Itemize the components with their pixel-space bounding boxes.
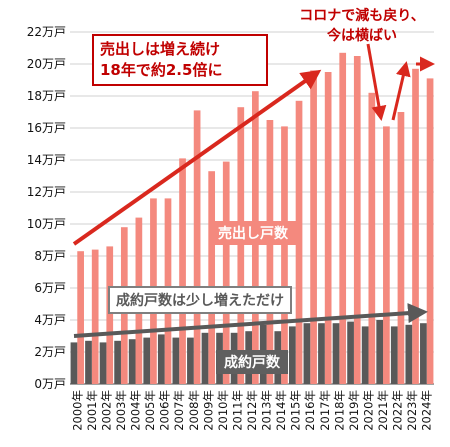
bar-deals: [303, 323, 311, 384]
corona-dip-arrow: [366, 43, 387, 121]
y-tick-label: 22万戸: [27, 25, 66, 39]
bar-deals: [405, 324, 413, 384]
bar-deals: [332, 323, 340, 384]
bar-listings: [91, 249, 99, 384]
trend-arrows: [72, 43, 435, 338]
y-tick-label: 4万戸: [34, 313, 66, 327]
bar-deals: [128, 339, 136, 384]
bar-deals: [187, 337, 194, 384]
listings-series-label: 売出し戸数: [210, 221, 296, 245]
bar-deals: [85, 340, 92, 384]
slight-increase-annotation: 成約戸数は少し増えただけ: [108, 286, 292, 314]
bar-listings: [426, 78, 434, 385]
bar-listings: [353, 56, 361, 384]
bar-deals: [99, 342, 107, 384]
y-tick-label: 16万戸: [27, 121, 66, 135]
x-tick-label: 2016年: [303, 390, 317, 431]
corona-annotation-line1: コロナで減も戻り、: [299, 8, 425, 24]
x-tick-label: 2023年: [405, 390, 419, 431]
x-tick-label: 2007年: [172, 390, 186, 431]
bar-listings: [106, 246, 114, 384]
x-tick-label: 2022年: [391, 390, 405, 431]
corona-annotation: コロナで減も戻り、 今は横ばい: [292, 6, 432, 46]
x-tick-label: 2006年: [158, 390, 172, 431]
y-tick-label: 0万戸: [34, 377, 66, 391]
bar-deals: [70, 342, 78, 384]
x-tick-label: 2020年: [361, 390, 375, 431]
bar-deals: [114, 340, 121, 384]
x-tick-label: 2019年: [347, 390, 361, 431]
bar-listings: [368, 92, 376, 385]
bar-listings: [339, 52, 347, 385]
x-tick-label: 2004年: [129, 390, 143, 431]
bar-deals: [376, 320, 384, 384]
bar-listings: [295, 100, 303, 385]
bar-listings: [237, 107, 245, 384]
x-tick-label: 2002年: [99, 390, 113, 431]
bar-listings: [281, 126, 288, 385]
bar-deals: [143, 337, 151, 384]
x-tick-label: 2014年: [274, 390, 288, 431]
bar-listings: [397, 112, 405, 384]
bar-listings: [324, 72, 332, 384]
bar-listings: [193, 110, 201, 385]
bar-deals: [157, 334, 165, 384]
x-tick-label: 2015年: [289, 390, 303, 431]
x-tick-label: 2013年: [260, 390, 274, 431]
x-tick-label: 2012年: [245, 390, 259, 431]
growth-annotation: 売出しは増え続け 18年で約2.5倍に: [92, 34, 268, 86]
bar-listings: [310, 70, 317, 385]
bar-deals: [172, 337, 180, 384]
bar-deals: [288, 326, 296, 384]
y-tick-label: 2万戸: [34, 345, 66, 359]
y-tick-label: 12万戸: [27, 185, 66, 199]
bar-listings: [222, 161, 230, 384]
bar-listings: [383, 126, 390, 385]
y-tick-label: 18万戸: [27, 89, 66, 103]
x-tick-label: 2008年: [187, 390, 201, 431]
x-tick-label: 2009年: [201, 390, 215, 431]
x-tick-label: 2021年: [376, 390, 390, 431]
bar-deals: [318, 323, 325, 384]
deals-series-label: 成約戸数: [216, 350, 288, 374]
bar-listings: [208, 171, 216, 384]
y-tick-label: 8万戸: [34, 249, 66, 263]
bar-listings: [179, 158, 186, 384]
x-tick-label: 2003年: [114, 390, 128, 431]
bar-deals: [390, 326, 398, 384]
y-axis-ticks: 0万戸 2万戸 4万戸 6万戸 8万戸 10万戸 12万戸 14万戸 16万戸 18万戸 20万戸 2…: [27, 25, 66, 391]
x-tick-label: 2018年: [332, 390, 346, 431]
x-axis-ticks: 2000年 2001年 2002年 2003年 2004年 2005年 2006年 2007年…: [70, 390, 433, 431]
x-tick-label: 2024年: [420, 390, 434, 431]
bar-deals: [420, 323, 427, 384]
x-tick-label: 2005年: [143, 390, 157, 431]
x-tick-label: 2017年: [318, 390, 332, 431]
y-tick-label: 14万戸: [27, 153, 66, 167]
corona-recover-arrow: [391, 61, 411, 121]
bar-deals: [361, 326, 369, 384]
growth-annotation-line1: 売出しは増え続け: [100, 40, 221, 58]
x-tick-label: 2010年: [216, 390, 230, 431]
y-tick-label: 20万戸: [27, 57, 66, 71]
x-tick-label: 2001年: [85, 390, 99, 431]
corona-annotation-line2: 今は横ばい: [327, 28, 397, 44]
deals-trend-arrow: [73, 303, 428, 338]
listings-trend-arrow: [72, 69, 322, 246]
bar-listings: [412, 68, 419, 385]
bar-listings: [266, 120, 274, 384]
x-tick-label: 2011年: [230, 390, 244, 431]
y-tick-label: 6万戸: [34, 281, 66, 295]
bar-listings: [77, 251, 84, 384]
growth-annotation-line2: 18年で約2.5倍に: [100, 61, 223, 79]
x-tick-label: 2000年: [70, 390, 84, 431]
bar-deals: [347, 321, 354, 384]
y-tick-label: 10万戸: [27, 217, 66, 231]
bar-deals: [201, 332, 209, 384]
